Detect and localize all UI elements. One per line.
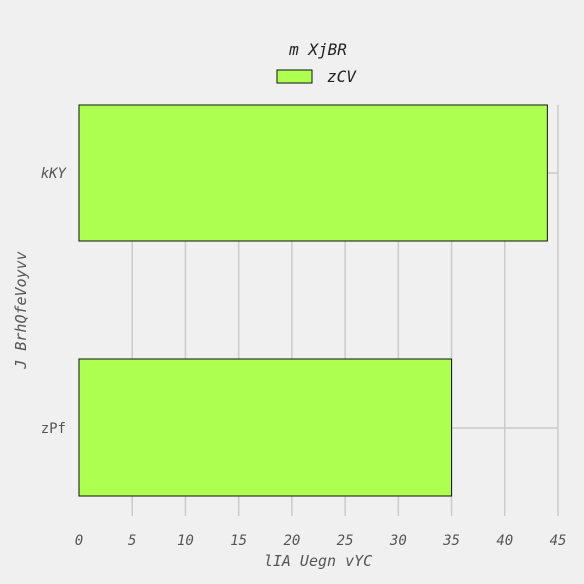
x-tick-label: 40 — [496, 533, 513, 549]
category-labels: kKY zPf — [41, 166, 68, 437]
bars — [78, 104, 548, 497]
legend-title: m XjBR — [288, 40, 347, 59]
bar-zPf — [78, 358, 453, 497]
x-tick-label: 35 — [442, 533, 460, 549]
x-axis-title: lIA Uegn vYC — [264, 552, 372, 570]
legend-swatch-zCV — [276, 69, 313, 84]
x-tick-labels: 0 5 10 15 20 25 30 35 40 45 — [75, 533, 567, 549]
x-tick-label: 45 — [550, 533, 567, 549]
x-tick-label: 5 — [128, 533, 136, 549]
x-tick-label: 25 — [337, 533, 354, 549]
category-label: zPf — [41, 421, 66, 437]
y-axis-title: J BrhQfeVoyvv — [12, 251, 30, 369]
bar-kKY — [78, 104, 548, 242]
legend: m XjBR zCV — [276, 40, 357, 86]
x-tick-label: 20 — [283, 533, 300, 549]
x-tick-label: 15 — [230, 533, 247, 549]
x-tick-label: 30 — [389, 533, 407, 549]
legend-label-zCV: zCV — [327, 67, 357, 86]
x-tick-label: 0 — [75, 533, 83, 549]
x-tick-label: 10 — [177, 533, 194, 549]
category-label: kKY — [41, 166, 68, 182]
